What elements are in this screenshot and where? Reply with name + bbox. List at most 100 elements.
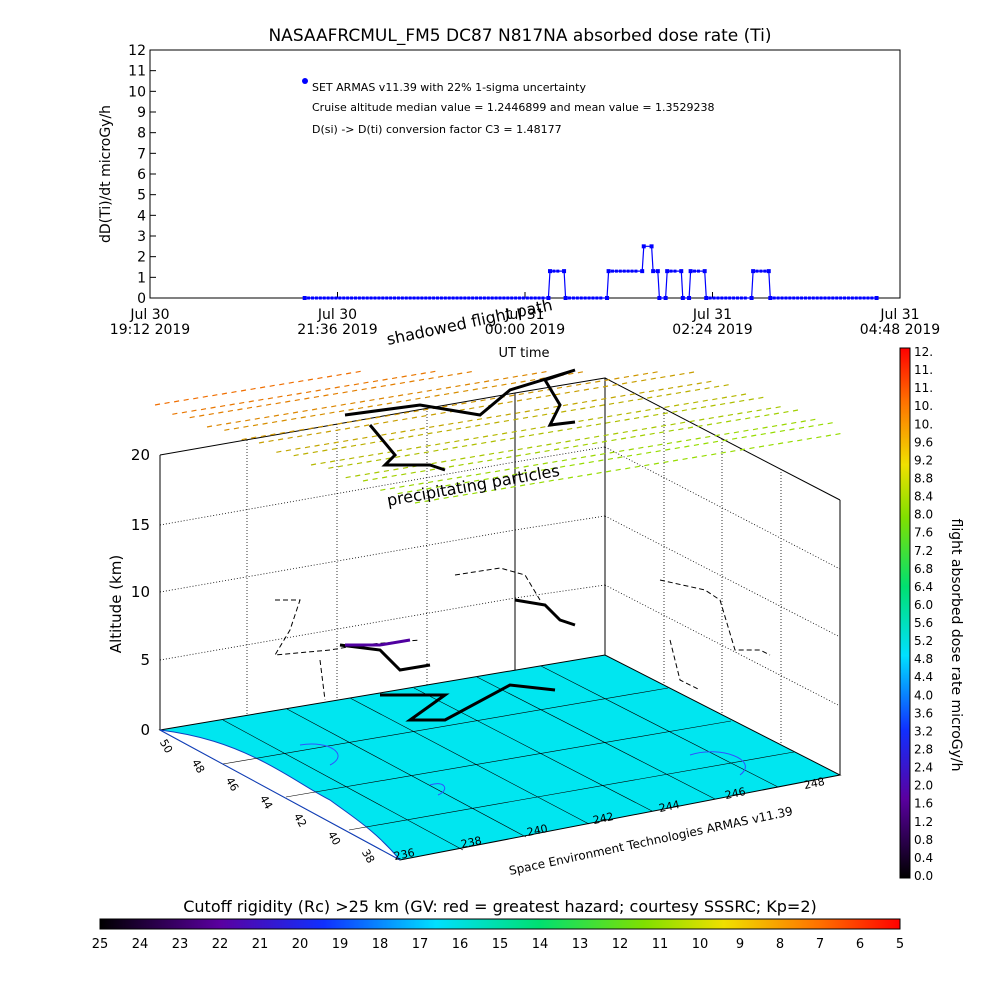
particle-mark: [475, 473, 482, 476]
particle-mark: [791, 421, 797, 425]
dose-colorbar-tick-label: 6.0: [914, 598, 933, 612]
particle-mark: [623, 375, 630, 379]
particle-mark: [713, 385, 720, 388]
particle-mark: [398, 436, 404, 440]
particle-mark: [371, 386, 377, 389]
particle-mark: [307, 378, 314, 381]
particle-mark: [515, 411, 521, 415]
particle-mark: [229, 403, 235, 406]
particle-mark: [687, 383, 693, 387]
particle-mark: [576, 426, 582, 429]
x-axis-label: UT time: [499, 346, 550, 361]
particle-mark: [743, 429, 749, 432]
particle-mark: [496, 457, 502, 460]
latitude-tick-label: 42: [291, 811, 309, 830]
particle-mark: [303, 452, 309, 455]
data-point: [776, 296, 780, 300]
particle-mark: [482, 435, 489, 438]
particle-mark: [381, 476, 388, 479]
particle-mark: [181, 411, 188, 414]
particle-mark: [286, 394, 293, 397]
particle-mark: [442, 448, 449, 451]
altitude-axis-label: Altitude (km): [107, 555, 125, 653]
particle-mark: [562, 404, 569, 407]
data-point: [447, 296, 451, 300]
particle-mark: [445, 386, 452, 389]
particle-mark: [338, 410, 345, 413]
particle-mark: [751, 434, 757, 437]
particle-mark: [375, 416, 381, 419]
particle-mark: [816, 436, 822, 439]
particle-mark: [294, 398, 300, 402]
particle-mark: [504, 468, 510, 471]
particle-mark: [567, 427, 573, 431]
particle-mark: [406, 447, 412, 451]
particle-mark: [531, 372, 538, 375]
particle-mark: [287, 436, 293, 439]
particle-mark: [503, 419, 510, 423]
particle-mark: [593, 435, 600, 438]
particle-mark: [405, 399, 412, 402]
data-point: [439, 296, 443, 300]
particle-mark: [427, 480, 434, 484]
rigidity-colorbar-tick-label: 9: [736, 937, 744, 952]
data-point: [743, 296, 747, 300]
dose-colorbar-tick-label: 4.4: [914, 670, 933, 684]
particle-mark: [797, 439, 803, 442]
particle-mark: [481, 490, 488, 493]
particle-mark: [356, 462, 363, 465]
particle-mark: [647, 445, 654, 448]
particle-mark: [341, 446, 347, 449]
particle-mark: [429, 468, 436, 471]
particle-mark: [395, 455, 401, 459]
data-point: [595, 296, 599, 300]
particle-mark: [566, 385, 572, 388]
particle-mark: [712, 440, 719, 443]
rigidity-colorbar-tick-label: 6: [856, 937, 864, 952]
data-point: [716, 296, 720, 300]
particle-mark: [416, 488, 422, 492]
particle-mark: [369, 398, 375, 402]
data-point: [486, 296, 490, 300]
particle-mark: [353, 383, 360, 386]
data-point: [606, 269, 611, 274]
particle-mark: [332, 392, 339, 395]
particle-mark: [202, 395, 208, 398]
particle-mark: [495, 414, 502, 418]
particle-mark: [639, 391, 645, 394]
rigidity-colorbar-tick-label: 17: [412, 937, 429, 952]
particle-mark: [737, 412, 743, 415]
particle-mark: [552, 460, 558, 463]
particle-mark: [573, 445, 579, 448]
particle-mark: [615, 468, 621, 471]
data-point: [788, 296, 792, 300]
dose-colorbar-tick-label: 8.8: [914, 471, 933, 485]
particle-mark: [568, 372, 574, 375]
particle-mark: [501, 383, 507, 386]
dose-colorbar-tick-label: 4.0: [914, 688, 933, 702]
particle-mark: [345, 476, 351, 479]
particle-mark: [494, 421, 500, 424]
data-point: [568, 296, 572, 300]
particle-mark: [536, 444, 542, 448]
particle-mark: [239, 401, 245, 405]
particle-mark: [346, 420, 352, 424]
particle-mark: [608, 402, 615, 405]
particle-mark: [597, 416, 603, 419]
particle-mark: [260, 434, 266, 438]
particle-mark: [748, 398, 754, 401]
particle-mark: [455, 384, 461, 388]
particle-mark: [388, 395, 394, 399]
particle-mark: [505, 413, 511, 416]
y-tick-label: 4: [137, 208, 146, 224]
particle-mark: [670, 423, 676, 426]
particle-mark: [383, 421, 389, 424]
particle-mark: [275, 402, 281, 405]
particle-mark: [620, 437, 627, 440]
particle-mark: [817, 423, 824, 426]
particle-mark: [660, 424, 667, 427]
particle-mark: [695, 437, 701, 440]
particle-mark: [679, 372, 685, 376]
data-point: [696, 269, 700, 273]
